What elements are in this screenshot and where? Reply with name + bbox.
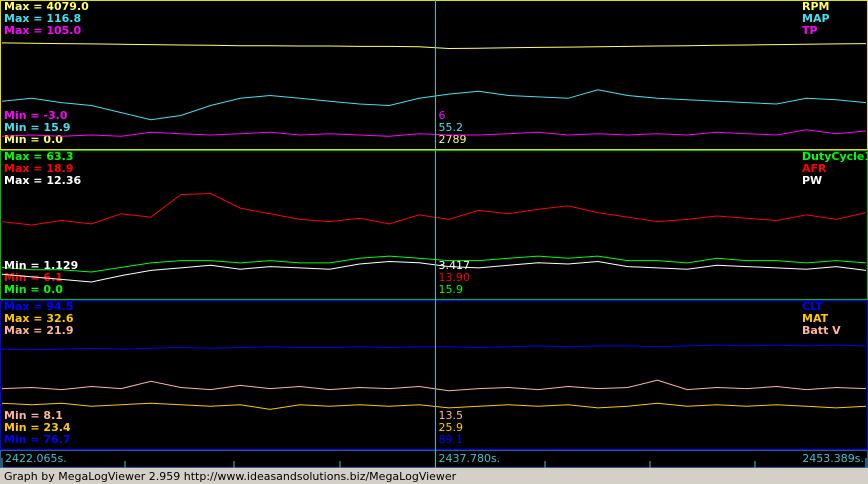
cursor-value: 13.5 (438, 409, 463, 422)
min-label: Min = 0.0 (4, 133, 63, 146)
min-label: Min = 0.0 (4, 283, 63, 296)
max-label: Max = 105.0 (4, 24, 81, 37)
trace (1, 255, 867, 273)
x-tick-label: 2437.780s. (438, 452, 500, 465)
cursor-value: 55.2 (438, 121, 463, 134)
cursor-value: 2789 (438, 133, 466, 146)
trace (1, 89, 867, 121)
x-tick-label: 2422.065s. (5, 452, 67, 465)
max-label: Max = 4079.0 (4, 0, 89, 13)
series-name: TP (802, 24, 818, 37)
series-name: MAP (802, 12, 830, 25)
trace (1, 192, 867, 226)
trace (1, 402, 867, 410)
series-name: RPM (802, 0, 829, 13)
cursor-value: 6 (438, 109, 445, 122)
series-name: CLT (802, 300, 823, 313)
max-label: Max = 116.8 (4, 12, 81, 25)
trace (1, 260, 867, 283)
min-label: Min = -3.0 (4, 109, 68, 122)
max-label: Max = 63.3 (4, 150, 73, 163)
series-name: PW (802, 174, 822, 187)
max-label: Max = 12.36 (4, 174, 81, 187)
cursor-value: 15.9 (438, 283, 463, 296)
max-label: Max = 94.5 (4, 300, 73, 313)
footer-text: Graph by MegaLogViewer 2.959 http://www.… (4, 470, 457, 483)
series-name: AFR (802, 162, 827, 175)
x-tick-label: 2453.389s. (802, 452, 864, 465)
min-label: Min = 23.4 (4, 421, 71, 434)
trace (1, 344, 867, 351)
min-label: Min = 15.9 (4, 121, 71, 134)
footer-bar (0, 468, 868, 484)
trace (1, 42, 867, 50)
min-label: Min = 1.129 (4, 259, 78, 272)
max-label: Max = 21.9 (4, 324, 73, 337)
min-label: Min = 76.7 (4, 433, 71, 446)
max-label: Max = 18.9 (4, 162, 73, 175)
series-name: DutyCycle1 (802, 150, 868, 163)
min-label: Min = 8.1 (4, 409, 63, 422)
cursor-value: 13.90 (438, 271, 470, 284)
series-name: Batt V (802, 324, 841, 337)
trace (1, 379, 867, 392)
max-label: Max = 32.6 (4, 312, 74, 325)
cursor-value: 3.417 (438, 259, 470, 272)
series-name: MAT (802, 312, 829, 325)
cursor-value: 25.9 (438, 421, 463, 434)
cursor-value: 89.1 (438, 433, 463, 446)
trace (1, 129, 867, 137)
